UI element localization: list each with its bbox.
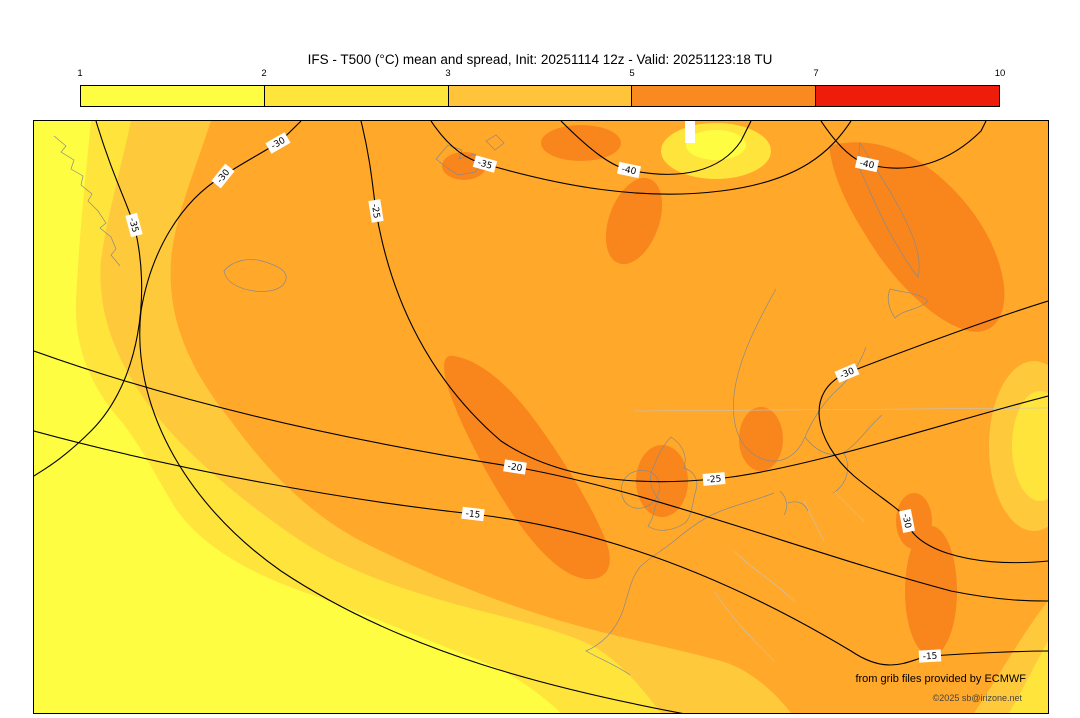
svg-text:-20: -20: [507, 462, 523, 474]
svg-text:-15: -15: [465, 509, 481, 521]
contour-label: -35: [472, 155, 498, 173]
contour-label: -35: [125, 212, 143, 238]
page-title: IFS - T500 (°C) mean and spread, Init: 2…: [307, 52, 773, 67]
coastline-layer: [53, 134, 1048, 676]
novaya-zemlya-coast: [857, 141, 920, 278]
svg-text:-25: -25: [369, 203, 381, 219]
country-borders: [713, 490, 865, 662]
scandinavia-coast: [733, 288, 867, 462]
baltic-coast: [804, 414, 883, 494]
colorbar-tick: 2: [261, 68, 267, 79]
contour-label: -40: [616, 161, 642, 179]
isotherm-minus30-east: [818, 300, 1048, 564]
colorbar-segment: [816, 86, 999, 106]
greenland-coast: [53, 135, 121, 267]
svg-text:-35: -35: [476, 158, 493, 172]
isotherm-minus35-east: [430, 121, 852, 195]
colorbar-segment: [632, 86, 817, 106]
svg-text:-30: -30: [900, 513, 913, 530]
colorbar-segment: [81, 86, 265, 106]
contour-label: -15: [918, 649, 942, 663]
weather-map-svg: -35 -30 -30 -25 -35 -40 -40 -30 -25 -20 …: [34, 121, 1048, 713]
colorbar-tick: 5: [629, 68, 635, 79]
svg-text:-25: -25: [706, 474, 722, 485]
colorbar-segment: [264, 86, 449, 106]
denmark-coast: [779, 490, 809, 516]
contour-label: -25: [368, 199, 384, 223]
svg-text:-15: -15: [922, 652, 937, 663]
map-canvas: -35 -30 -30 -25 -35 -40 -40 -30 -25 -20 …: [33, 120, 1049, 714]
spread-fill-layer: [34, 121, 1048, 713]
contour-label: -30: [899, 509, 915, 533]
colorbar-tick: 10: [994, 68, 1006, 79]
colorbar-tick: 3: [445, 68, 451, 79]
svg-text:-35: -35: [126, 217, 139, 234]
iceland-coast: [223, 259, 287, 292]
contour-label-layer: -35 -30 -30 -25 -35 -40 -40 -30 -25 -20 …: [125, 132, 942, 663]
contour-label: -15: [461, 506, 485, 522]
isotherm-minus40-b: [820, 121, 987, 169]
contour-label: -25: [702, 472, 726, 486]
graticule-line: [633, 407, 1048, 412]
svg-text:-40: -40: [621, 165, 638, 178]
isotherm-minus30-west: [139, 121, 683, 713]
colorbar-segment: [448, 86, 633, 106]
isotherm-minus20: [34, 350, 1048, 602]
ireland-coast: [621, 470, 660, 509]
attribution-text: from grib files provided by ECMWF: [855, 673, 1026, 685]
britain-coast: [647, 436, 698, 531]
contour-label: -20: [503, 459, 527, 475]
colorbar: [80, 85, 1000, 107]
white-sea-coast: [887, 288, 929, 319]
contour-label: -40: [854, 155, 880, 173]
copyright-text: ©2025 sb@irizone.net: [932, 693, 1022, 703]
colorbar-ticks: 1 2 3 5 7 10: [77, 68, 1005, 82]
europe-coast: [585, 492, 775, 676]
colorbar-tick: 1: [77, 68, 83, 79]
colorbar-tick: 7: [813, 68, 819, 79]
svg-text:-40: -40: [859, 159, 876, 172]
